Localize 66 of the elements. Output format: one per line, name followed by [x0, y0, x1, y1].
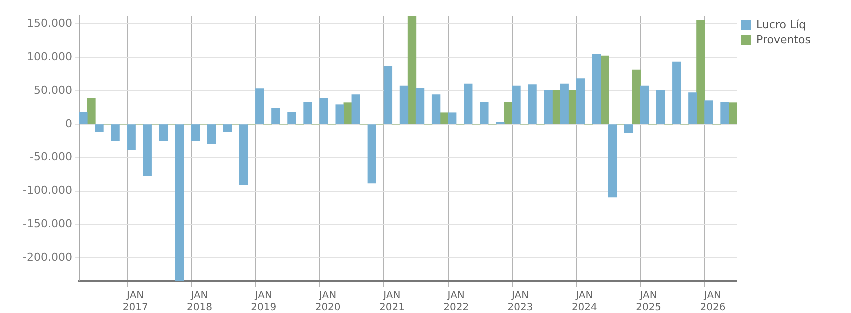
- bar: [408, 16, 417, 124]
- bar: [159, 124, 168, 142]
- x-tick-label: JAN 2026: [700, 290, 726, 313]
- x-tick-label: JAN 2017: [122, 290, 148, 313]
- bar: [528, 84, 537, 124]
- legend-label: Lucro Líq: [756, 18, 806, 32]
- bar: [240, 124, 248, 185]
- bar: [504, 102, 513, 124]
- bar: [600, 56, 610, 124]
- bar: [432, 94, 441, 124]
- y-tick-label: 150.000: [26, 16, 72, 30]
- bar: [272, 108, 280, 124]
- bar: [127, 124, 136, 150]
- y-tick-label: 100.000: [26, 50, 72, 64]
- bar: [720, 102, 730, 124]
- x-tick-label: JAN 2021: [379, 290, 405, 313]
- bar: [560, 84, 569, 124]
- bar: [207, 124, 216, 144]
- x-tick-label: JAN 2025: [636, 290, 662, 313]
- x-tick-label: JAN 2020: [315, 290, 341, 313]
- bar: [288, 112, 296, 124]
- x-tick-label: JAN 2022: [444, 290, 470, 313]
- bar: [384, 66, 393, 124]
- y-tick-label: -50.000: [30, 150, 72, 164]
- x-tick-label: JAN 2023: [508, 290, 534, 313]
- bar: [544, 90, 553, 124]
- bar: [95, 124, 104, 132]
- bar: [175, 124, 184, 281]
- bar: [352, 94, 360, 124]
- x-tick-label: JAN 2024: [572, 290, 598, 313]
- y-tick-label: -200.000: [22, 251, 72, 264]
- bar: [87, 98, 96, 124]
- legend-label: Proventos: [756, 33, 812, 46]
- bar: [320, 98, 328, 124]
- bar: [304, 102, 312, 124]
- bar: [111, 124, 120, 142]
- bar: [672, 62, 682, 124]
- bar: [416, 88, 425, 124]
- bar: [696, 20, 706, 124]
- y-tick-label: -150.000: [22, 218, 72, 231]
- bar: [480, 102, 489, 124]
- bar: [336, 104, 344, 124]
- bar: [79, 112, 88, 124]
- bar: [143, 124, 152, 176]
- bar: [688, 92, 698, 124]
- x-tick-label: JAN 2018: [187, 290, 212, 313]
- y-tick-label: -100.000: [22, 184, 72, 198]
- bar: [704, 100, 714, 124]
- bar: [640, 86, 650, 124]
- bar: [256, 88, 264, 124]
- bar: [592, 54, 602, 124]
- x-tick-label: JAN 2019: [251, 290, 277, 313]
- bar: [576, 78, 585, 124]
- bar: [223, 124, 232, 132]
- bar: [632, 70, 642, 124]
- bar: [448, 112, 457, 124]
- y-tick-label: 0: [65, 117, 72, 130]
- bar: [464, 84, 473, 124]
- bar: [512, 86, 521, 124]
- bar: [368, 124, 376, 184]
- bar: [656, 90, 666, 124]
- bar: [191, 124, 200, 142]
- bar: [624, 124, 634, 134]
- bar: [608, 124, 618, 198]
- y-tick-label: 50.000: [34, 84, 72, 97]
- bar: [400, 86, 409, 124]
